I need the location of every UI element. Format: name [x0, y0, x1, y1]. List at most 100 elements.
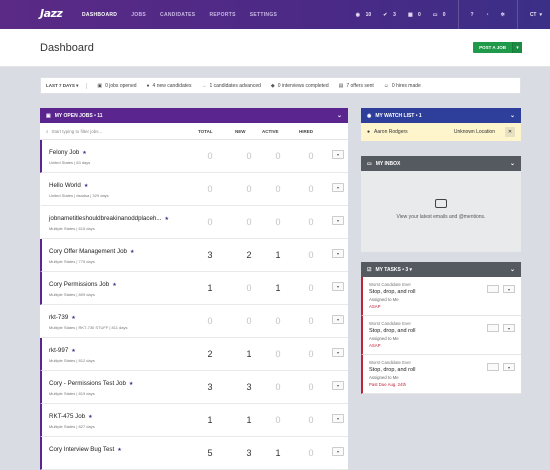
post-job-dropdown[interactable]: ▾ — [512, 42, 522, 53]
job-active-count[interactable]: 1 — [275, 283, 281, 293]
star-icon[interactable]: ★ — [71, 314, 76, 321]
job-row[interactable]: Felony Job ★ United States | 63 days 0 0 0 0 ▾ — [40, 140, 348, 173]
open-jobs-header[interactable]: ▣ MY OPEN JOBS • 11 ⌄ — [40, 108, 348, 123]
task-candidate[interactable]: Worst Candidate Ever — [369, 282, 411, 287]
job-new-count[interactable]: 3 — [246, 382, 252, 392]
job-actions-dropdown[interactable]: ▾ — [332, 348, 344, 357]
job-row[interactable]: Cory - Permissions Test Job ★ Multiple Sta… — [40, 371, 348, 404]
date-range-select[interactable]: LAST 7 DAYS ▾ — [46, 82, 88, 89]
job-hired-count[interactable]: 0 — [308, 283, 314, 293]
jazz-logo[interactable]: Jazz — [40, 7, 63, 20]
star-icon[interactable]: ★ — [82, 149, 87, 156]
job-row[interactable]: jobnametitleshouldbreakinanoddplaceh... ★… — [40, 206, 348, 239]
watch-list-item[interactable]: ● Aaron Rodgers Unknown Location ✕ — [361, 123, 521, 141]
job-actions-dropdown[interactable]: ▾ — [332, 282, 344, 291]
star-icon[interactable]: ★ — [83, 182, 89, 189]
chevron-down-icon[interactable]: ⌄ — [509, 161, 515, 167]
job-title[interactable]: jobnametitleshouldbreakinanoddplaceh... ★ — [49, 215, 169, 222]
close-icon[interactable]: ✕ — [505, 127, 515, 137]
job-title[interactable]: Cory Offer Management Job ★ — [49, 248, 135, 255]
job-row[interactable]: rkt-739 ★ Multiple States | RKT-730 STUFF … — [40, 305, 348, 338]
task-item[interactable]: Worst Candidate Ever Stop, drop, and roll… — [361, 277, 521, 316]
job-row[interactable]: Hello World ★ United States | dsadsa | 329… — [40, 173, 348, 206]
job-active-count[interactable]: 0 — [275, 316, 281, 326]
job-total-count[interactable]: 3 — [207, 250, 213, 260]
nav-messages[interactable]: ▭ 0 — [432, 11, 446, 18]
chevron-down-icon[interactable]: ⌄ — [336, 113, 342, 119]
job-hired-count[interactable]: 0 — [308, 316, 314, 326]
job-new-count[interactable]: 1 — [246, 349, 252, 359]
job-hired-count[interactable]: 0 — [308, 415, 314, 425]
nav-settings[interactable]: SETTINGS — [249, 11, 278, 18]
watch-list-header[interactable]: ◉ MY WATCH LIST • 1 ⌄ — [361, 108, 521, 123]
job-hired-count[interactable]: 0 — [308, 184, 314, 194]
job-total-count[interactable]: 0 — [207, 316, 213, 326]
job-hired-count[interactable]: 0 — [308, 448, 314, 458]
job-row[interactable]: Cory Interview Bug Test ★ 5 3 1 0 ▾ — [40, 437, 348, 470]
job-hired-count[interactable]: 0 — [308, 349, 314, 359]
job-total-count[interactable]: 1 — [207, 283, 213, 293]
job-active-count[interactable]: 0 — [275, 217, 281, 227]
task-item[interactable]: Worst Candidate Ever Stop, drop, and roll… — [361, 316, 521, 355]
chevron-down-icon[interactable]: ⌄ — [509, 113, 515, 119]
post-job-button[interactable]: POST A JOB — [473, 42, 512, 53]
star-icon[interactable]: ★ — [164, 215, 169, 222]
col-new[interactable]: NEW — [235, 128, 246, 134]
task-complete-checkbox[interactable] — [487, 363, 499, 371]
nav-dashboard[interactable]: DASHBOARD — [82, 11, 118, 18]
job-row[interactable]: rkt-997 ★ Multiple States | 812 days 2 1 0 0 ▾ — [40, 338, 348, 371]
settings-icon[interactable]: ✲ — [500, 11, 505, 18]
job-actions-dropdown[interactable]: ▾ — [332, 414, 344, 423]
task-complete-checkbox[interactable] — [487, 285, 499, 293]
job-active-count[interactable]: 0 — [275, 382, 281, 392]
task-candidate[interactable]: Worst Candidate Ever — [369, 360, 411, 365]
job-actions-dropdown[interactable]: ▾ — [332, 216, 344, 225]
job-title[interactable]: Cory Permissions Job ★ — [49, 281, 117, 288]
nav-checks[interactable]: ✔ 3 — [383, 11, 396, 18]
star-icon[interactable]: ★ — [117, 446, 122, 453]
job-total-count[interactable]: 0 — [207, 217, 213, 227]
job-new-count[interactable]: 0 — [246, 151, 252, 161]
job-total-count[interactable]: 0 — [207, 184, 213, 194]
job-row[interactable]: RKT-475 Job ★ Multiple States | 827 days 1 1… — [40, 404, 348, 437]
job-total-count[interactable]: 3 — [207, 382, 213, 392]
job-row[interactable]: Cory Permissions Job ★ Multiple States | 8… — [40, 272, 348, 305]
help-icon[interactable]: ? — [470, 11, 474, 18]
job-new-count[interactable]: 1 — [246, 415, 252, 425]
job-title[interactable]: Hello World ★ — [49, 182, 89, 189]
user-menu[interactable]: CT ▾ — [529, 11, 542, 18]
task-actions-dropdown[interactable]: ▾ — [503, 324, 515, 332]
job-title[interactable]: rkt-997 ★ — [49, 347, 76, 354]
star-icon[interactable]: ★ — [129, 248, 135, 255]
job-active-count[interactable]: 0 — [275, 415, 281, 425]
nav-candidates[interactable]: CANDIDATES — [160, 11, 196, 18]
job-hired-count[interactable]: 0 — [308, 250, 314, 260]
star-icon[interactable]: ★ — [128, 380, 134, 387]
job-active-count[interactable]: 0 — [275, 184, 281, 194]
nav-jobs[interactable]: JOBS — [131, 11, 147, 18]
job-actions-dropdown[interactable]: ▾ — [332, 447, 344, 456]
job-total-count[interactable]: 1 — [207, 415, 213, 425]
task-actions-dropdown[interactable]: ▾ — [503, 363, 515, 371]
task-item[interactable]: Worst Candidate Ever Stop, drop, and roll… — [361, 355, 521, 394]
job-actions-dropdown[interactable]: ▾ — [332, 249, 344, 258]
job-filter-input[interactable]: ⌕ Start typing to filter jobs... — [46, 128, 103, 134]
job-active-count[interactable]: 0 — [275, 151, 281, 161]
job-title[interactable]: Cory - Permissions Test Job ★ — [49, 380, 134, 387]
job-actions-dropdown[interactable]: ▾ — [332, 150, 344, 159]
star-icon[interactable]: ★ — [88, 413, 93, 420]
job-total-count[interactable]: 2 — [207, 349, 213, 359]
job-actions-dropdown[interactable]: ▾ — [332, 315, 344, 324]
job-active-count[interactable]: 1 — [275, 448, 281, 458]
task-actions-dropdown[interactable]: ▾ — [503, 285, 515, 293]
job-title[interactable]: Felony Job ★ — [49, 149, 87, 156]
job-actions-dropdown[interactable]: ▾ — [332, 381, 344, 390]
job-new-count[interactable]: 0 — [246, 316, 252, 326]
job-active-count[interactable]: 0 — [275, 349, 281, 359]
col-total[interactable]: TOTAL — [198, 128, 213, 134]
task-candidate[interactable]: Worst Candidate Ever — [369, 321, 411, 326]
nav-reports[interactable]: REPORTS — [209, 11, 236, 18]
job-new-count[interactable]: 0 — [246, 217, 252, 227]
job-hired-count[interactable]: 0 — [308, 217, 314, 227]
job-title[interactable]: rkt-739 ★ — [49, 314, 76, 321]
